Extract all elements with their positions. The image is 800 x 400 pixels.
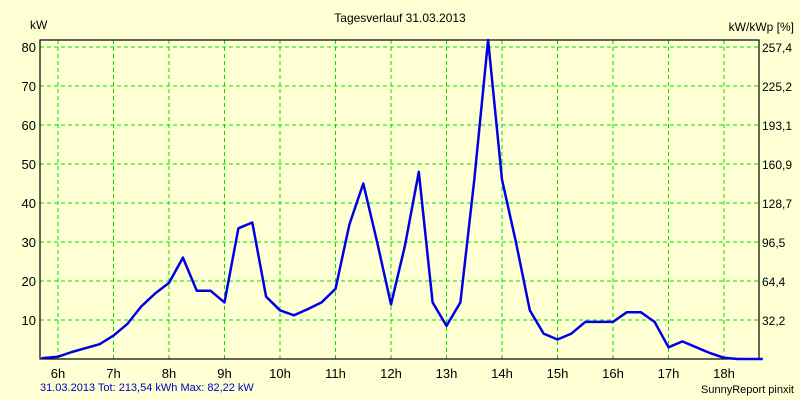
y-tick-right: 96,5 bbox=[762, 236, 786, 250]
y-tick-left: 70 bbox=[22, 79, 36, 94]
y-tick-right: 193,1 bbox=[762, 119, 792, 133]
y-tick-left: 30 bbox=[22, 235, 36, 250]
y-tick-left: 80 bbox=[22, 40, 36, 55]
y-tick-right: 128,7 bbox=[762, 197, 792, 211]
x-tick: 12h bbox=[380, 366, 402, 381]
x-tick: 7h bbox=[106, 366, 120, 381]
chart-title: Tagesverlauf 31.03.2013 bbox=[334, 11, 466, 25]
y-tick-right: 225,2 bbox=[762, 80, 792, 94]
x-tick: 8h bbox=[162, 366, 176, 381]
x-tick: 15h bbox=[547, 366, 569, 381]
y-tick-right: 160,9 bbox=[762, 158, 792, 172]
daily-summary: 31.03.2013 Tot: 213,54 kWh Max: 82,22 kW bbox=[40, 382, 254, 394]
y-tick-right: 64,4 bbox=[762, 275, 786, 289]
right-axis-unit: kW/kWp [%] bbox=[728, 20, 794, 34]
y-tick-left: 20 bbox=[22, 274, 36, 289]
power-series-line bbox=[41, 38, 763, 361]
x-tick: 14h bbox=[491, 366, 513, 381]
y-tick-left: 50 bbox=[22, 157, 36, 172]
y-tick-right: 32,2 bbox=[762, 314, 786, 328]
x-tick: 10h bbox=[269, 366, 291, 381]
left-axis-unit: kW bbox=[30, 18, 48, 32]
x-tick: 16h bbox=[602, 366, 624, 381]
plot-frame bbox=[39, 39, 760, 360]
x-tick: 6h bbox=[51, 366, 65, 381]
x-tick: 9h bbox=[217, 366, 231, 381]
x-tick: 18h bbox=[713, 366, 735, 381]
y-tick-left: 10 bbox=[22, 313, 36, 328]
y-tick-left: 60 bbox=[22, 118, 36, 133]
x-tick: 13h bbox=[436, 366, 458, 381]
x-tick: 11h bbox=[325, 366, 346, 381]
y-tick-left: 40 bbox=[22, 196, 36, 211]
y-tick-right: 257,4 bbox=[762, 41, 792, 55]
x-tick: 17h bbox=[658, 366, 680, 381]
credit-label: SunnyReport pinxit bbox=[701, 384, 794, 396]
